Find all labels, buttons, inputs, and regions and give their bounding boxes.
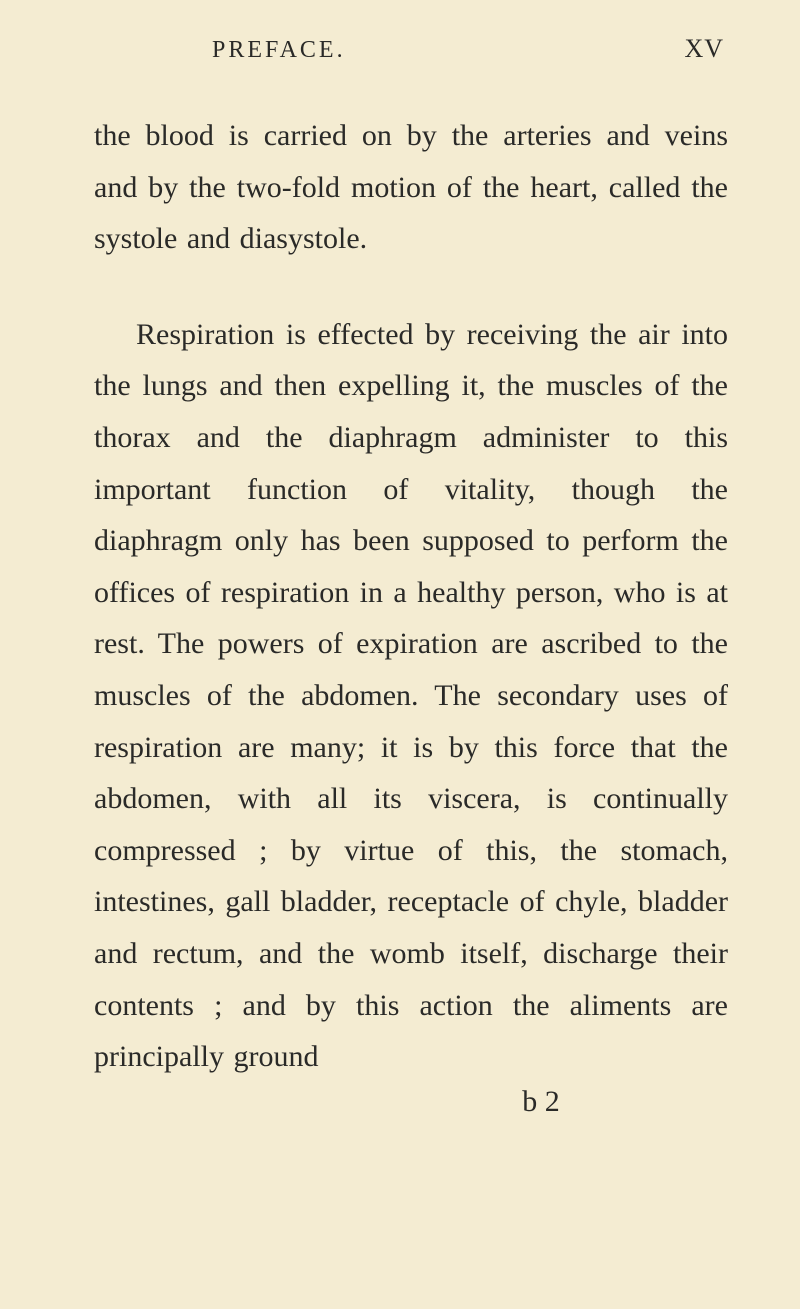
signature-mark: b 2 [94,1085,728,1119]
page-number: XV [684,34,724,64]
running-head-title: PREFACE. [212,37,346,64]
body-paragraph: the blood is carried on by the arteries … [94,110,728,265]
running-head: PREFACE. XV [94,34,728,64]
body-paragraph: Respiration is effected by receiving the… [94,309,728,1083]
book-page: PREFACE. XV the blood is carried on by t… [0,0,800,1309]
